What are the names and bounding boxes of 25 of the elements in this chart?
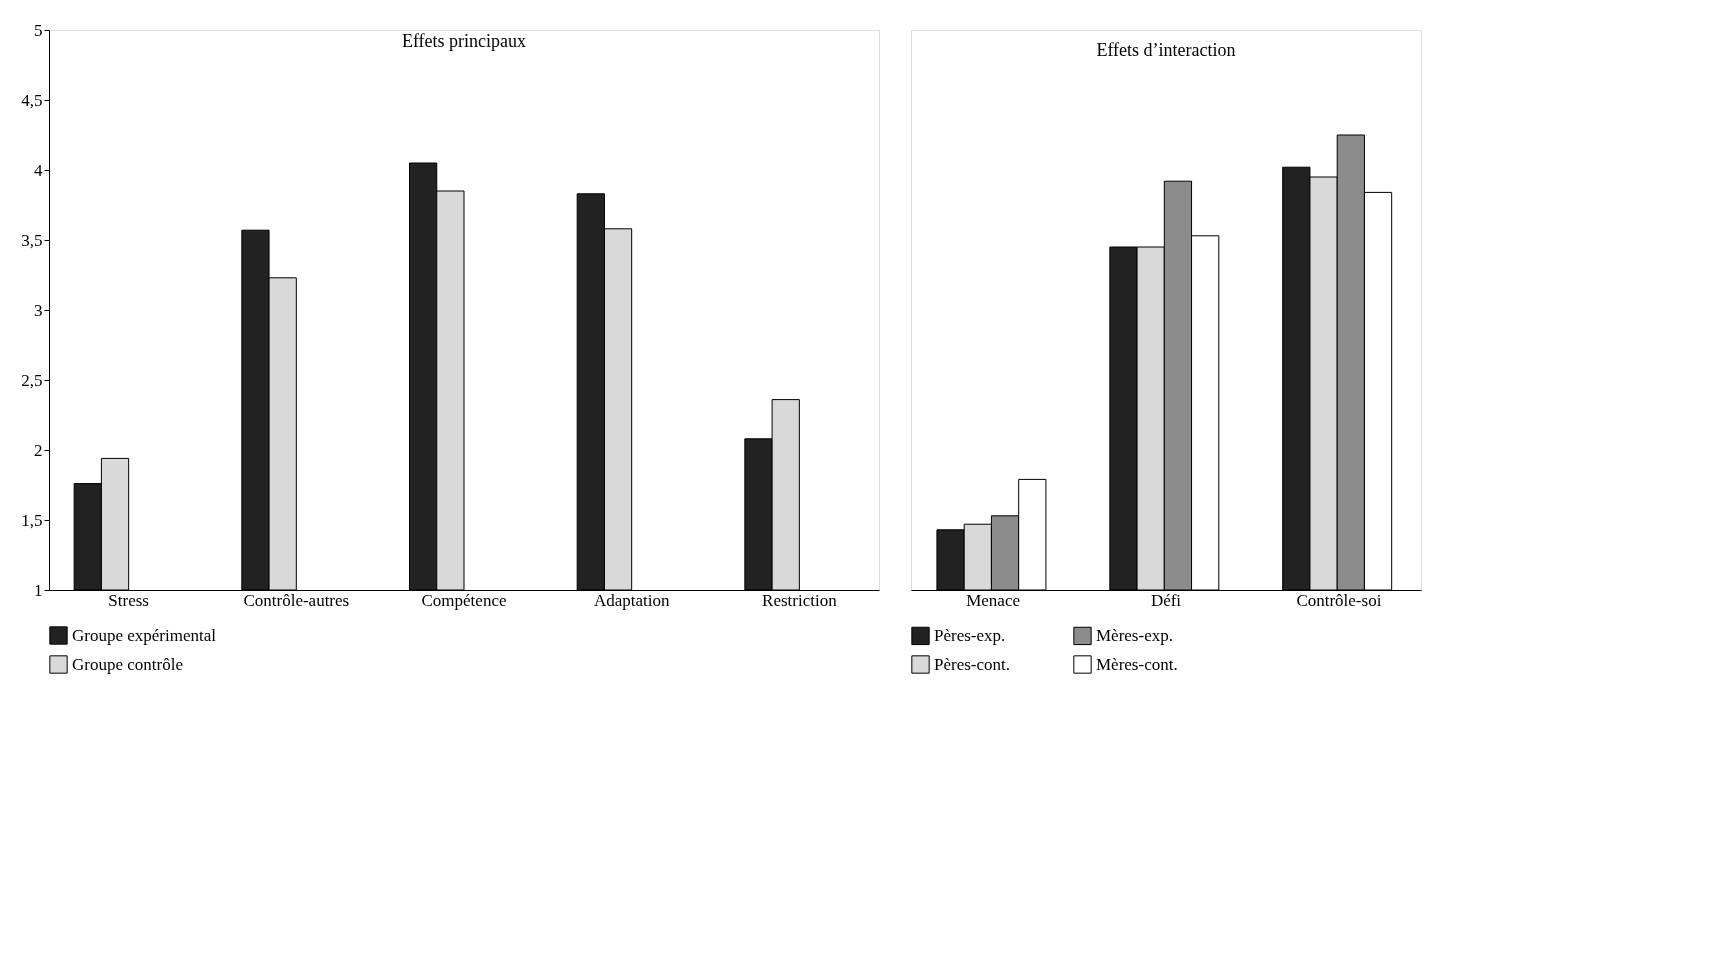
legend-label: Pères-exp. [934,625,1006,645]
x-tick-label: Contrôle-soi [1296,590,1382,610]
chart-title: Effets principaux [401,31,527,51]
legend-label: Mères-exp. [1096,625,1173,645]
y-tick-label: 2 [34,440,43,460]
legend-label: Groupe contrôle [72,654,183,674]
y-tick-label: 5 [34,20,43,40]
x-tick-label: Menace [966,590,1021,610]
x-tick-label: Restriction [762,590,838,610]
legend-label: Pères-cont. [934,654,1011,674]
x-tick-label: Compétence [421,590,507,610]
x-tick-label: Contrôle-autres [243,590,350,610]
x-tick-label: Adaptation [593,590,670,610]
y-tick-label: 1,5 [21,510,43,530]
y-tick-label: 1 [34,580,43,600]
y-tick-label: 2,5 [21,370,43,390]
legend-label: Mères-cont. [1096,654,1178,674]
y-tick-label: 4 [34,160,43,180]
x-tick-label: Stress [108,590,149,610]
text: Effets d’interaction [1096,40,1236,60]
x-tick-label: Défi [1150,590,1182,610]
y-tick-label: 3,5 [21,230,43,250]
y-tick-label: 3 [34,300,43,320]
legend-label: Groupe expérimental [72,625,217,645]
y-tick-label: 4,5 [21,90,43,110]
